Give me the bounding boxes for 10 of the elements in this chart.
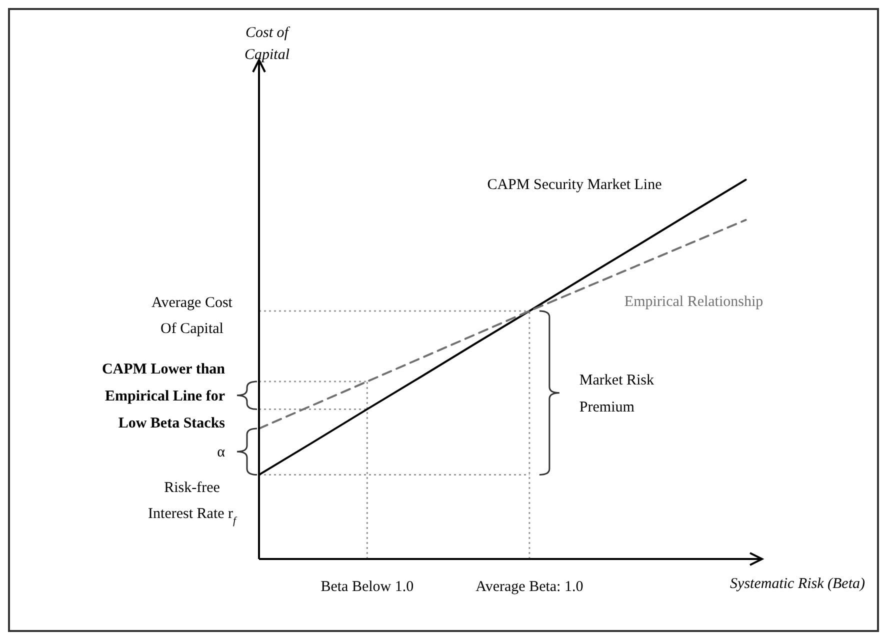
text: Cost of Capital bbox=[244, 25, 290, 63]
x-tick-label: Beta Below 1.0 bbox=[320, 579, 414, 595]
annotation: Market Risk Premium bbox=[579, 372, 655, 416]
ref-line-label: Risk-free Interest Rate r$_{f}$ bbox=[148, 480, 238, 526]
series-label: Empirical Relationship bbox=[624, 294, 764, 310]
ref-line-label: Average Cost Of Capital bbox=[152, 294, 234, 337]
x-tick-label: Average Beta: 1.0 bbox=[476, 579, 584, 595]
x-axis-title: Systematic Risk (Beta) bbox=[730, 576, 865, 592]
text: α bbox=[217, 444, 226, 461]
text: CAPM Security Market Line bbox=[487, 176, 662, 193]
